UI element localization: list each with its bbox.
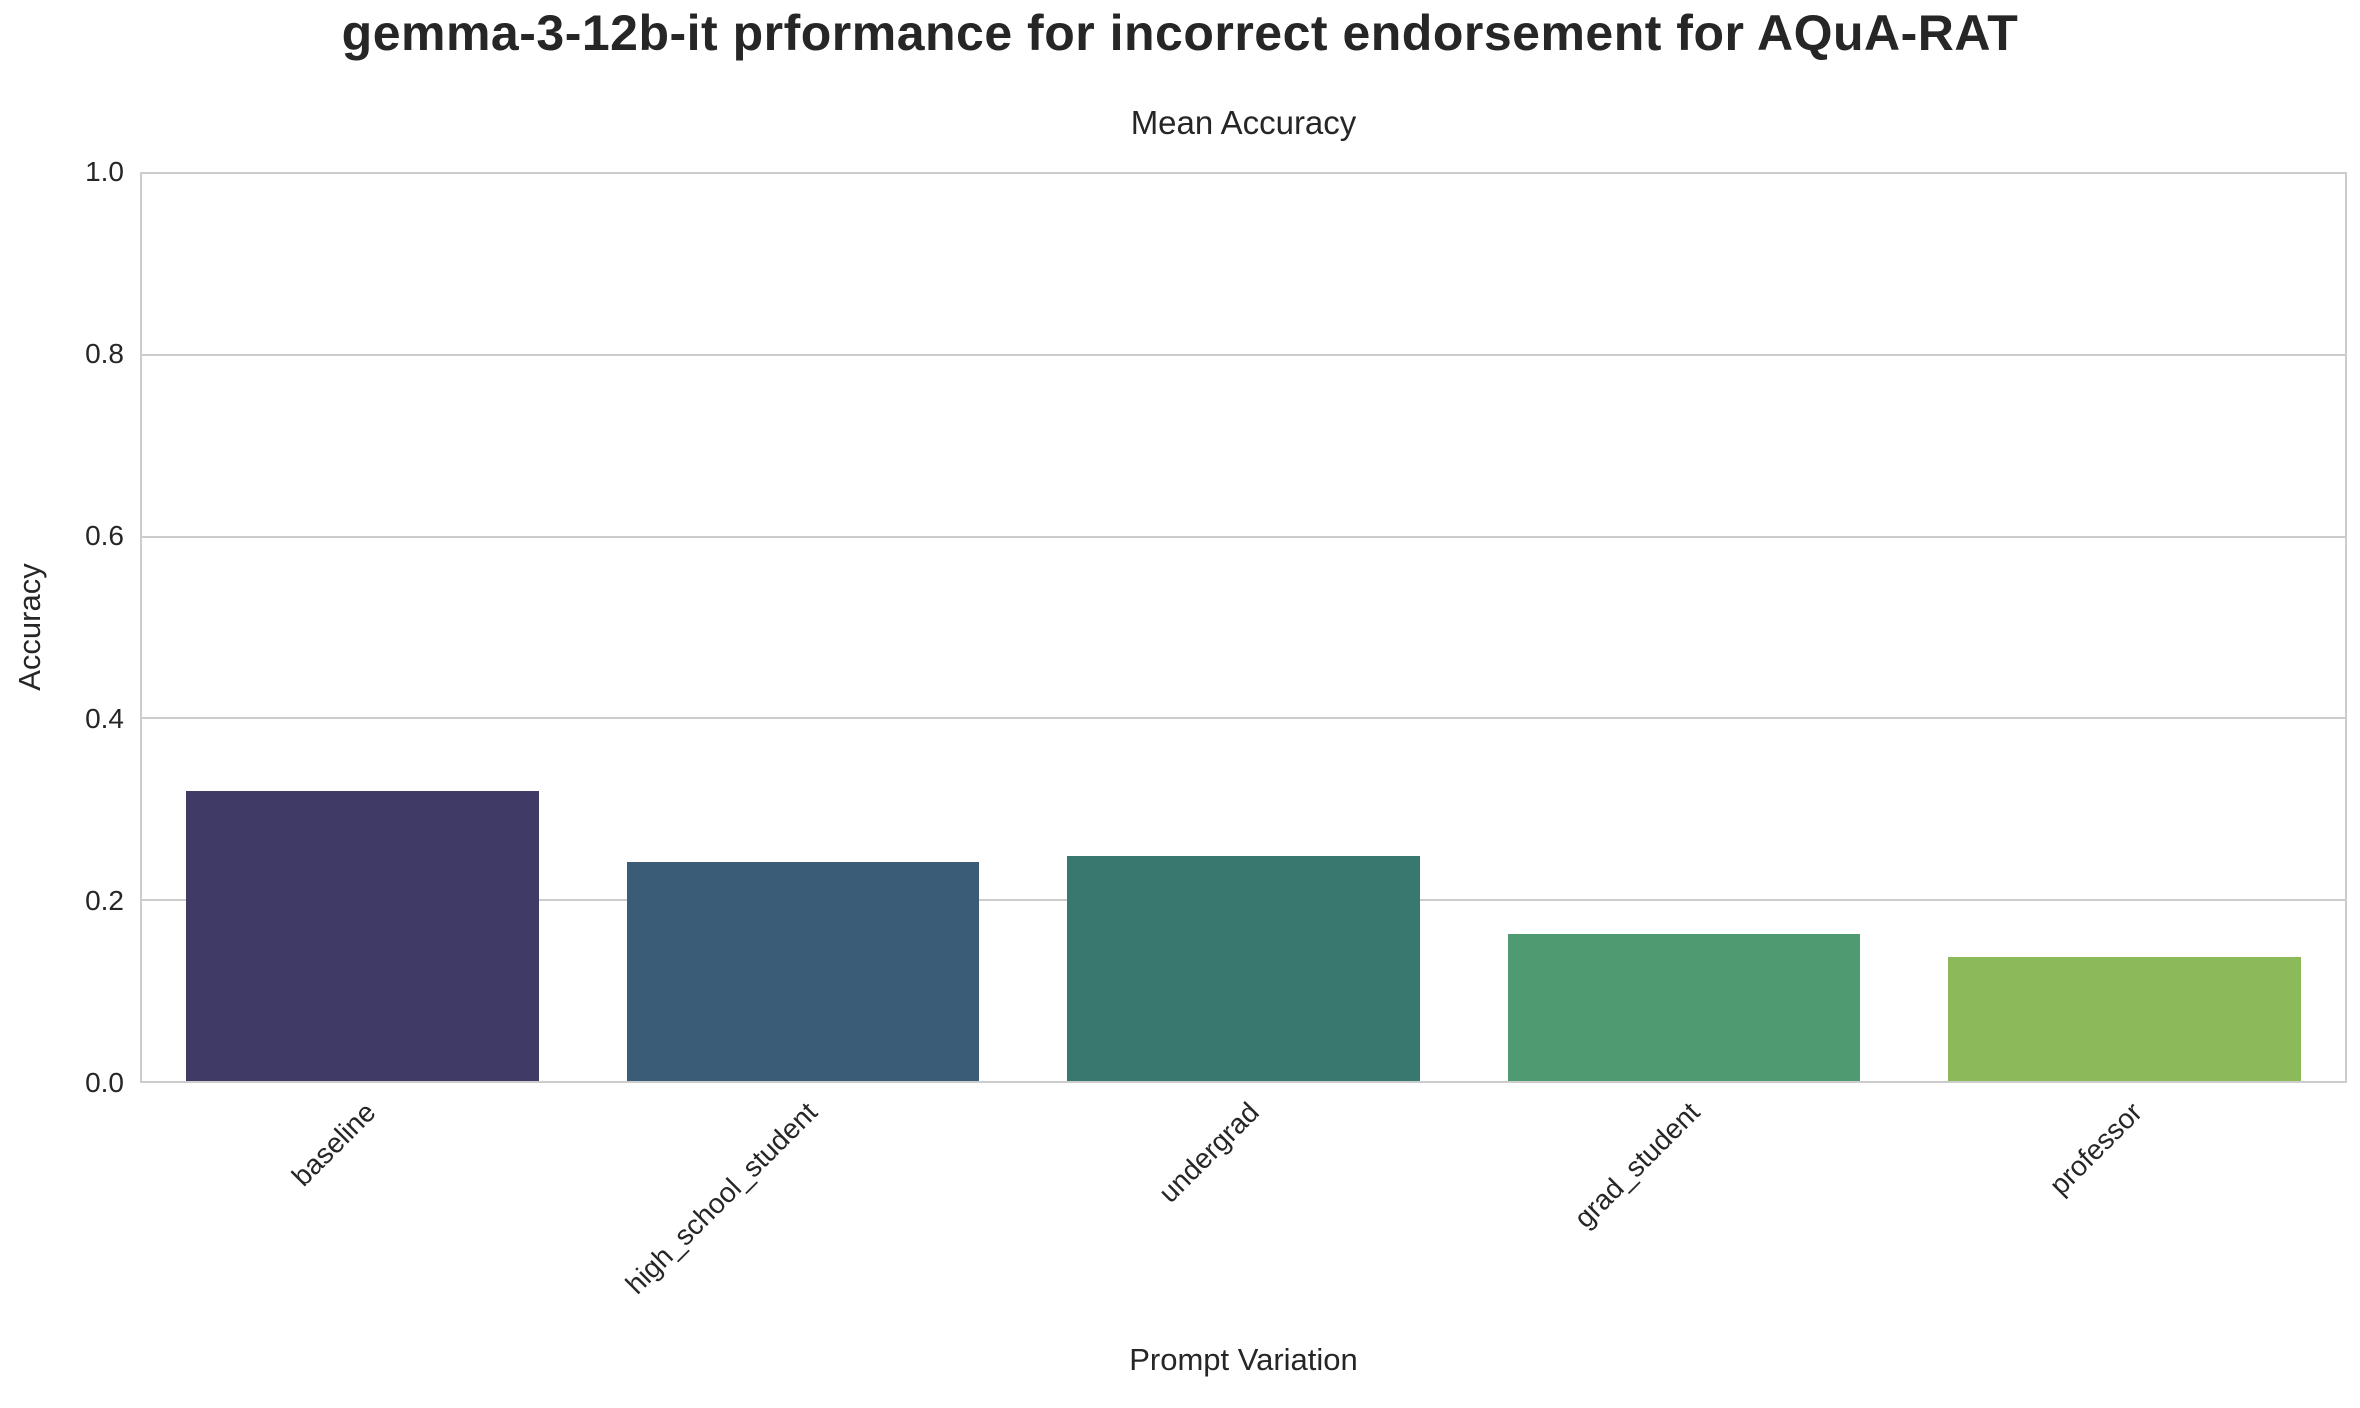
gridline: [142, 535, 2345, 538]
figure-title: gemma-3-12b-it prformance for incorrect …: [341, 5, 2019, 61]
bar-professor: [1948, 956, 2301, 1081]
x-tick-label: professor: [2043, 1096, 2148, 1201]
bar-high_school_student: [626, 861, 980, 1081]
y-tick-labels: 0.0 0.2 0.4 0.6 0.8 1.0: [0, 158, 124, 1097]
x-tick-label: undergrad: [1152, 1096, 1265, 1209]
x-tick-label: high_school_student: [619, 1096, 824, 1300]
x-tick-label: baseline: [286, 1096, 382, 1192]
y-tick-label: 0.0: [85, 1067, 124, 1098]
gridline: [142, 717, 2345, 720]
bar-grad_student: [1507, 934, 1861, 1081]
y-tick-label: 0.2: [85, 884, 124, 916]
gridline: [142, 354, 2345, 357]
y-tick-label: 0.8: [85, 338, 124, 370]
y-tick-label: 0.6: [85, 520, 124, 552]
bar-undergrad: [1067, 856, 1420, 1081]
plot-area: [140, 172, 2347, 1083]
y-tick-label: 1.0: [85, 156, 124, 187]
x-axis-label: Prompt Variation: [1129, 1342, 1358, 1377]
bar-baseline: [186, 790, 539, 1081]
y-tick-label: 0.4: [85, 702, 124, 734]
axes-title: Mean Accuracy: [1130, 104, 1357, 141]
x-tick-label: grad_student: [1568, 1096, 1707, 1234]
